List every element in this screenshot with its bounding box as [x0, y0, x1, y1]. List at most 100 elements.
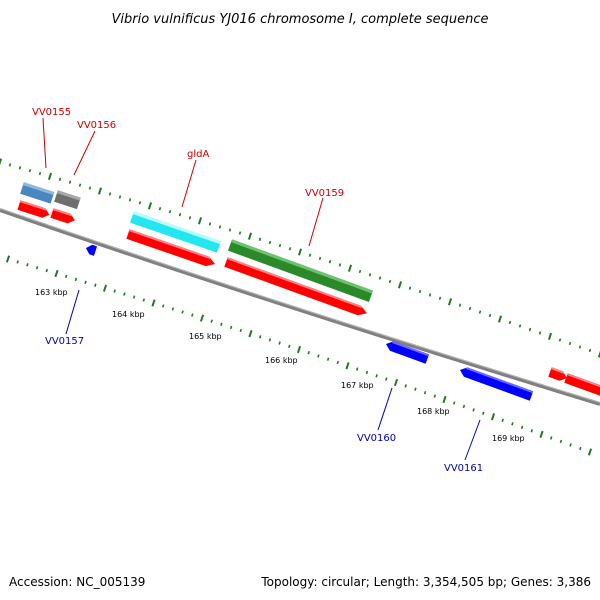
- inner-tick-minor-18: [181, 310, 184, 314]
- gene-arrow-vv0156: [50, 208, 75, 224]
- gene-arrow-vv0160: [386, 341, 430, 364]
- inner-tick-minor-6: [64, 274, 68, 279]
- inner-tick-major-20: [199, 314, 205, 322]
- outer-tick-minor-58: [578, 345, 582, 349]
- outer-tick-minor-54: [538, 331, 542, 335]
- inner-tick-minor-32: [317, 354, 320, 358]
- outer-tick-minor-51: [508, 320, 512, 325]
- inner-tick-minor-39: [385, 377, 388, 381]
- inner-tick-minor-28: [278, 341, 281, 345]
- inner-tick-minor-37: [365, 370, 369, 375]
- leader-vv0160: [377, 387, 393, 431]
- cog-bar-vv0155: [20, 182, 55, 204]
- outer-tick-minor-48: [478, 310, 482, 314]
- inner-tick-minor-43: [423, 391, 427, 395]
- inner-tick-minor-2: [26, 263, 29, 267]
- cog-bar-vv0159: [227, 239, 374, 302]
- inner-tick-major-45: [442, 395, 447, 404]
- inner-tick-minor-4: [45, 268, 49, 273]
- inner-tick-minor-48: [472, 408, 475, 412]
- inner-tick-minor-42: [414, 387, 417, 391]
- inner-tick-major-30: [296, 345, 302, 354]
- inner-tick-minor-22: [220, 322, 223, 326]
- gene-label-vv0157: VV0157: [45, 336, 84, 347]
- kbp-label-167: 167 kbp: [341, 381, 374, 390]
- leader-glda: [181, 159, 197, 208]
- kbp-label-169: 169 kbp: [492, 434, 525, 443]
- inner-tick-minor-21: [210, 319, 213, 323]
- gene-label-vv0155: VV0155: [32, 107, 71, 118]
- outer-tick-minor-3: [28, 169, 32, 173]
- inner-tick-minor-38: [375, 374, 378, 378]
- inner-tick-minor-14: [142, 298, 146, 302]
- outer-tick-minor-49: [488, 313, 492, 318]
- outer-tick-minor-6: [58, 177, 62, 181]
- outer-tick-minor-32: [318, 256, 322, 261]
- kbp-label-165: 165 kbp: [189, 332, 222, 341]
- outer-tick-minor-53: [528, 327, 532, 332]
- outer-tick-minor-34: [338, 263, 342, 267]
- outer-tick-minor-36: [358, 269, 362, 274]
- outer-tick-minor-26: [258, 237, 262, 241]
- outer-tick-minor-18: [178, 213, 182, 217]
- outer-tick-minor-47: [468, 306, 472, 311]
- outer-tick-major-5: [47, 172, 53, 181]
- inner-tick-minor-41: [404, 384, 407, 388]
- outer-tick-minor-24: [238, 231, 242, 235]
- inner-tick-minor-44: [433, 394, 437, 398]
- chromosome-backbone-highlight: [0, 208, 600, 403]
- leader-vv0156: [73, 130, 96, 176]
- inner-tick-row: [5, 255, 593, 456]
- inner-tick-minor-3: [35, 266, 39, 270]
- inner-tick-minor-34: [336, 360, 340, 365]
- inner-tick-major-0: [5, 255, 11, 263]
- outer-tick-major-40: [397, 281, 403, 289]
- inner-tick-minor-54: [530, 429, 534, 433]
- outer-tick-minor-56: [558, 338, 562, 342]
- inner-tick-minor-1: [16, 260, 19, 264]
- inner-tick-major-10: [102, 284, 108, 292]
- outer-tick-minor-19: [188, 216, 192, 220]
- gene-label-vv0156: VV0156: [77, 120, 116, 131]
- inner-tick-major-5: [54, 269, 59, 278]
- inner-tick-minor-16: [161, 304, 165, 308]
- leader-vv0155: [42, 117, 47, 169]
- accession-label: Accession: NC_005139: [9, 575, 145, 589]
- outer-tick-minor-16: [158, 207, 162, 211]
- outer-tick-minor-14: [138, 201, 142, 205]
- leader-vv0161: [464, 419, 481, 461]
- outer-tick-major-20: [197, 217, 203, 225]
- inner-tick-minor-33: [326, 357, 330, 361]
- inner-tick-major-15: [151, 299, 156, 307]
- leader-vv0157: [65, 289, 80, 335]
- inner-tick-minor-52: [511, 422, 514, 426]
- inner-tick-major-55: [539, 430, 544, 439]
- outer-tick-minor-43: [428, 293, 432, 297]
- inner-tick-minor-56: [549, 436, 553, 440]
- gene-label-vv0160: VV0160: [357, 433, 396, 444]
- outer-tick-minor-1: [8, 163, 12, 167]
- map-title: Vibrio vulnificus YJ016 chromosome I, co…: [111, 12, 488, 27]
- outer-tick-minor-21: [208, 222, 212, 226]
- inner-tick-minor-31: [307, 351, 310, 355]
- chromosome-backbone: [0, 208, 600, 406]
- gene-arrow-vv0157: [86, 244, 98, 256]
- gene-arrow-glda: [126, 229, 215, 267]
- inner-tick-minor-8: [84, 280, 87, 284]
- cog-bar-vv0156: [54, 190, 81, 210]
- inner-tick-minor-57: [559, 439, 563, 444]
- outer-tick-minor-17: [168, 210, 172, 214]
- inner-tick-minor-58: [569, 443, 572, 447]
- inner-tick-minor-59: [579, 446, 582, 451]
- outer-tick-minor-59: [588, 348, 592, 353]
- outer-tick-minor-31: [308, 253, 312, 257]
- outer-tick-minor-12: [118, 195, 122, 199]
- outer-tick-minor-23: [228, 228, 232, 232]
- outer-tick-minor-11: [108, 192, 112, 196]
- inner-tick-minor-17: [171, 307, 175, 311]
- outer-tick-minor-13: [128, 198, 132, 202]
- outer-tick-major-60: [597, 350, 600, 358]
- cog-bar-glda: [130, 211, 221, 253]
- outer-tick-minor-4: [38, 171, 42, 176]
- outer-tick-minor-57: [568, 341, 572, 346]
